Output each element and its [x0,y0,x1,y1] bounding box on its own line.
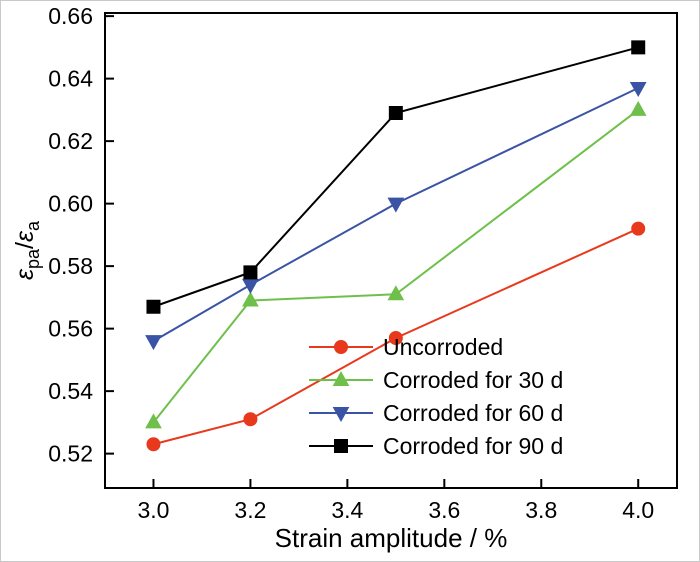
legend-marker [332,407,350,423]
series-line [153,46,639,308]
legend-label: Corroded for 60 d [383,400,563,426]
x-tick-label: 3.2 [234,497,266,523]
triangle-up-marker [387,285,405,301]
plot-frame [104,12,678,489]
square-marker [388,106,403,120]
x-tick-label: 3.0 [137,497,169,523]
square-marker [146,299,161,314]
x-axis-label: Strain amplitude / % [275,523,508,553]
series-3 [146,40,646,314]
triangle-down-marker [145,335,162,351]
y-tick-label: 0.56 [48,316,93,342]
legend-marker [334,439,348,453]
triangle-down-marker [629,82,647,98]
y-tick-label: 0.62 [48,128,93,154]
y-tick-label: 0.64 [48,66,93,92]
legend-entry-0: Uncorroded [309,334,503,360]
triangle-up-marker [145,413,162,429]
y-tick-label: 0.52 [48,441,93,467]
circle-marker [243,412,258,427]
legend-label: Corroded for 90 d [383,433,563,459]
legend-label: Corroded for 30 d [383,367,563,393]
series-line [152,87,639,342]
x-tick-label: 4.0 [622,497,654,523]
x-tick-label: 3.4 [331,497,363,523]
legend-entry-2: Corroded for 60 d [309,400,563,426]
square-marker [631,40,646,55]
series-line [153,227,639,446]
y-tick-label: 0.58 [48,253,93,279]
legend-entry-1: Corroded for 30 d [309,367,563,393]
triangle-up-marker [629,100,647,116]
y-axis-label: εpa/εa [11,220,43,280]
circle-marker [631,221,646,236]
legend-marker [334,340,348,354]
square-marker [243,265,258,280]
triangle-down-marker [242,278,259,294]
series-1 [145,100,647,429]
y-tick-label: 0.60 [48,191,93,217]
circle-marker [388,331,403,345]
y-tick-label: 0.66 [48,3,93,29]
series-line [152,109,639,423]
y-tick-label: 0.54 [48,378,93,404]
series-0 [146,221,646,452]
x-tick-label: 3.6 [428,497,460,523]
x-tick-label: 3.8 [525,497,557,523]
legend-label: Uncorroded [383,334,503,360]
legend: Uncorroded Corroded for 30 d Corroded for … [309,334,563,459]
series-2 [145,82,647,351]
triangle-down-marker [387,197,405,213]
legend-entry-3: Corroded for 90 d [309,433,563,459]
legend-marker [332,370,350,386]
triangle-up-marker [242,291,259,307]
circle-marker [146,437,161,452]
